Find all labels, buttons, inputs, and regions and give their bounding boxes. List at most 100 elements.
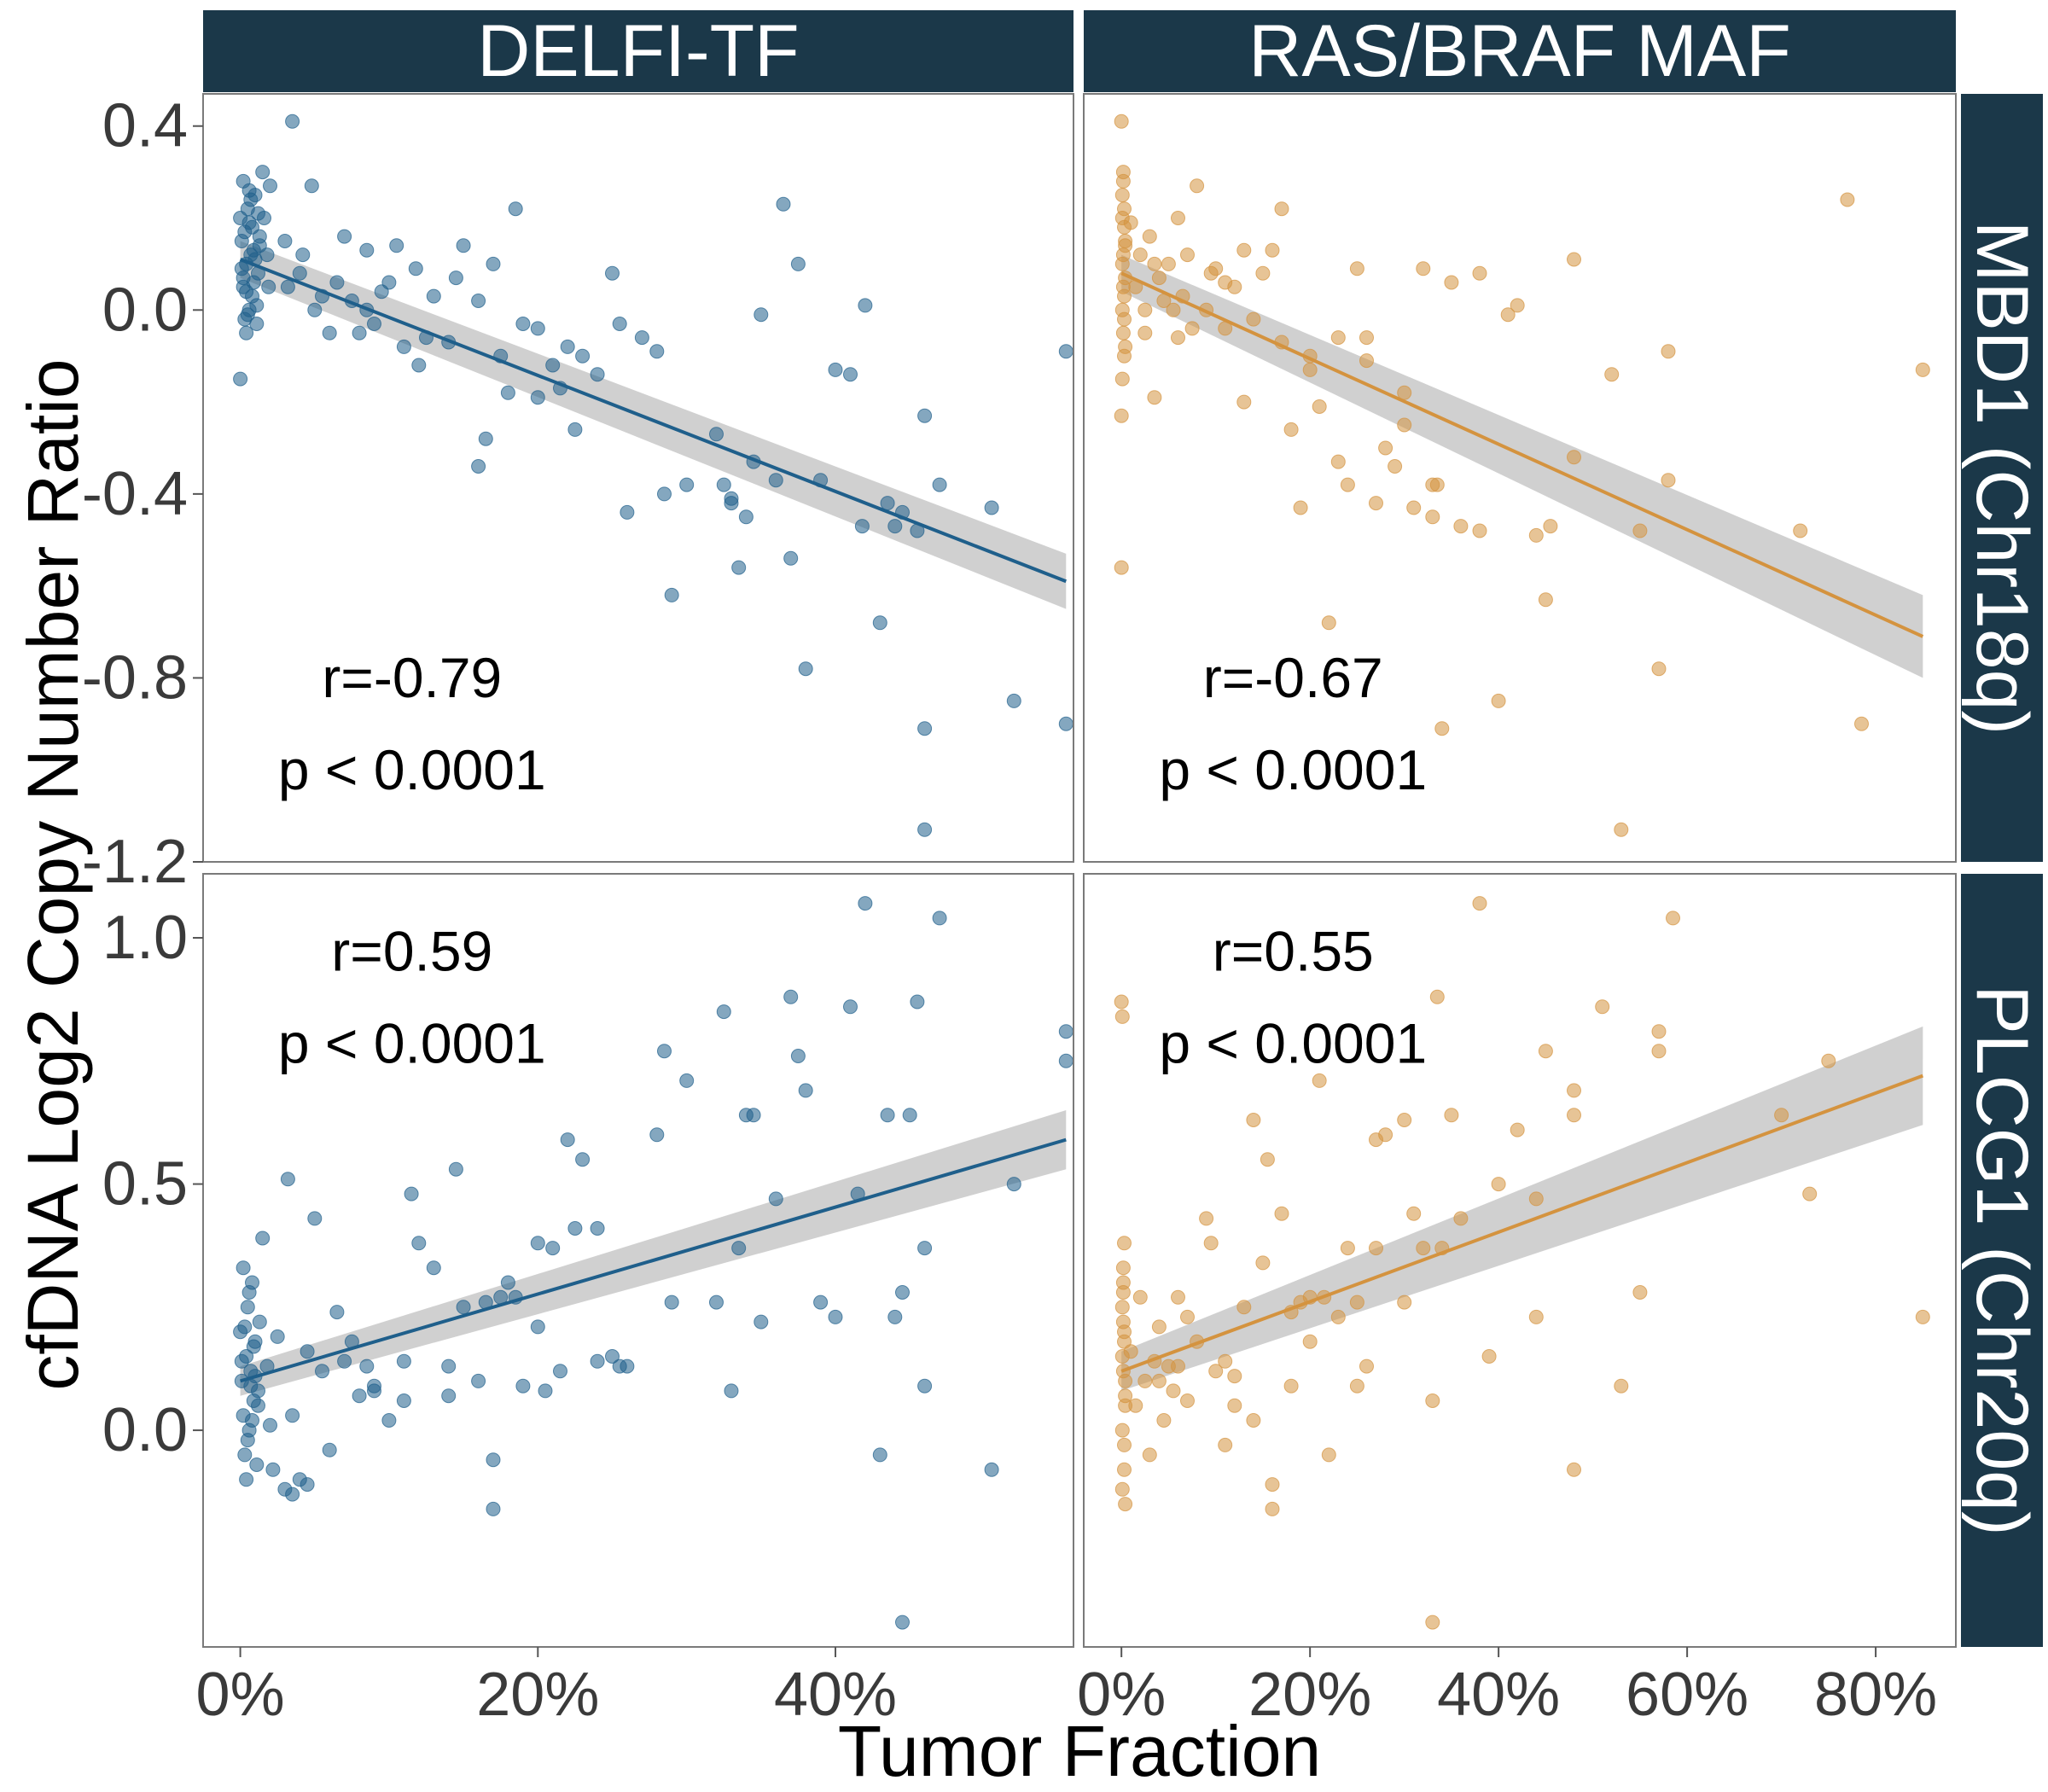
column-strip-ras-braf-maf: [1084, 10, 1956, 92]
data-point: [486, 256, 501, 271]
data-point: [709, 1295, 724, 1310]
y-tick-label: 0.5: [102, 1150, 188, 1219]
y-tick-label: 0.0: [102, 276, 188, 344]
data-point: [295, 247, 311, 263]
column-strip-delfi-tf-label: DELFI-TF: [477, 10, 799, 92]
data-point: [902, 1108, 917, 1123]
x-tick-label: 40%: [1437, 1661, 1560, 1729]
data-point: [239, 284, 254, 300]
data-point: [1321, 1447, 1336, 1463]
data-point: [1246, 1413, 1261, 1428]
data-point: [1472, 523, 1487, 538]
data-point: [374, 284, 389, 300]
data-point: [1444, 1108, 1459, 1123]
data-point: [620, 504, 635, 520]
data-point: [530, 390, 545, 405]
data-point: [1472, 265, 1487, 281]
data-point: [1132, 1289, 1148, 1305]
data-point: [1821, 1053, 1836, 1068]
data-point: [280, 1172, 295, 1187]
data-point: [843, 367, 858, 382]
data-point: [300, 1344, 315, 1359]
data-point: [1137, 325, 1153, 340]
data-point: [575, 348, 591, 364]
data-point: [1330, 1309, 1346, 1324]
data-point: [1283, 422, 1299, 437]
data-point: [880, 496, 895, 511]
data-point: [917, 1378, 933, 1393]
data-point: [813, 1295, 829, 1310]
data-point: [716, 1004, 731, 1020]
data-point: [1340, 477, 1355, 492]
data-point: [776, 196, 791, 212]
data-point: [783, 550, 799, 566]
data-point: [790, 256, 806, 271]
data-point: [515, 317, 531, 331]
data-point: [716, 477, 731, 492]
data-point: [768, 1191, 783, 1207]
panel-border: [1083, 873, 1957, 1648]
data-point: [1567, 1108, 1581, 1123]
row-strip-plcg1: [1961, 874, 2043, 1647]
data-point: [255, 165, 271, 180]
correlation-label: r=0.59: [331, 920, 492, 983]
data-point: [545, 1241, 561, 1256]
data-point: [1115, 1260, 1131, 1276]
data-point: [367, 1383, 381, 1399]
data-point: [1604, 367, 1620, 382]
p-value-label: p < 0.0001: [278, 1012, 546, 1075]
data-point: [1651, 1044, 1667, 1059]
data-point: [249, 317, 265, 331]
data-point: [917, 1241, 933, 1256]
data-point: [1115, 1285, 1131, 1300]
data-point: [1453, 519, 1469, 534]
data-point: [1058, 1024, 1073, 1039]
data-point: [249, 298, 265, 313]
data-point: [1632, 523, 1648, 538]
data-point: [240, 1433, 255, 1448]
data-point: [538, 1383, 553, 1399]
data-point: [1330, 454, 1346, 469]
data-point: [1132, 247, 1148, 263]
data-point: [1793, 523, 1808, 538]
data-point: [1330, 330, 1346, 346]
data-point: [590, 1353, 605, 1369]
data-point: [1118, 238, 1133, 253]
data-point: [1006, 693, 1021, 708]
data-point: [1528, 1309, 1544, 1324]
data-point: [396, 1353, 411, 1369]
data-point: [1349, 1378, 1364, 1393]
data-point: [1369, 496, 1383, 511]
data-point: [448, 1161, 463, 1177]
data-point: [605, 1349, 620, 1364]
data-point: [1199, 1211, 1214, 1226]
data-point: [255, 1231, 271, 1246]
data-point: [1246, 311, 1261, 327]
x-axis-title: Tumor Fraction: [838, 1711, 1321, 1791]
data-point: [1632, 1285, 1648, 1300]
data-point: [917, 822, 933, 837]
y-tick-label: 0.4: [102, 92, 188, 160]
data-point: [917, 408, 933, 423]
data-point: [259, 247, 275, 263]
data-point: [1137, 1373, 1153, 1388]
data-point: [1359, 330, 1374, 346]
data-point: [352, 1388, 367, 1404]
data-point: [404, 1186, 419, 1201]
data-point: [1265, 1501, 1280, 1516]
data-point: [1481, 1349, 1497, 1364]
data-point: [1425, 1393, 1440, 1408]
y-tick-label: 1.0: [102, 904, 188, 972]
data-point: [1321, 615, 1336, 631]
data-point: [731, 560, 747, 575]
data-point: [530, 1236, 545, 1251]
data-point: [1614, 822, 1629, 837]
data-point: [456, 238, 471, 253]
data-point: [270, 1329, 285, 1344]
data-point: [408, 261, 423, 276]
data-point: [828, 1309, 843, 1324]
data-point: [233, 371, 248, 387]
data-point: [478, 431, 493, 446]
data-point: [237, 1319, 253, 1335]
data-point: [575, 1152, 591, 1167]
